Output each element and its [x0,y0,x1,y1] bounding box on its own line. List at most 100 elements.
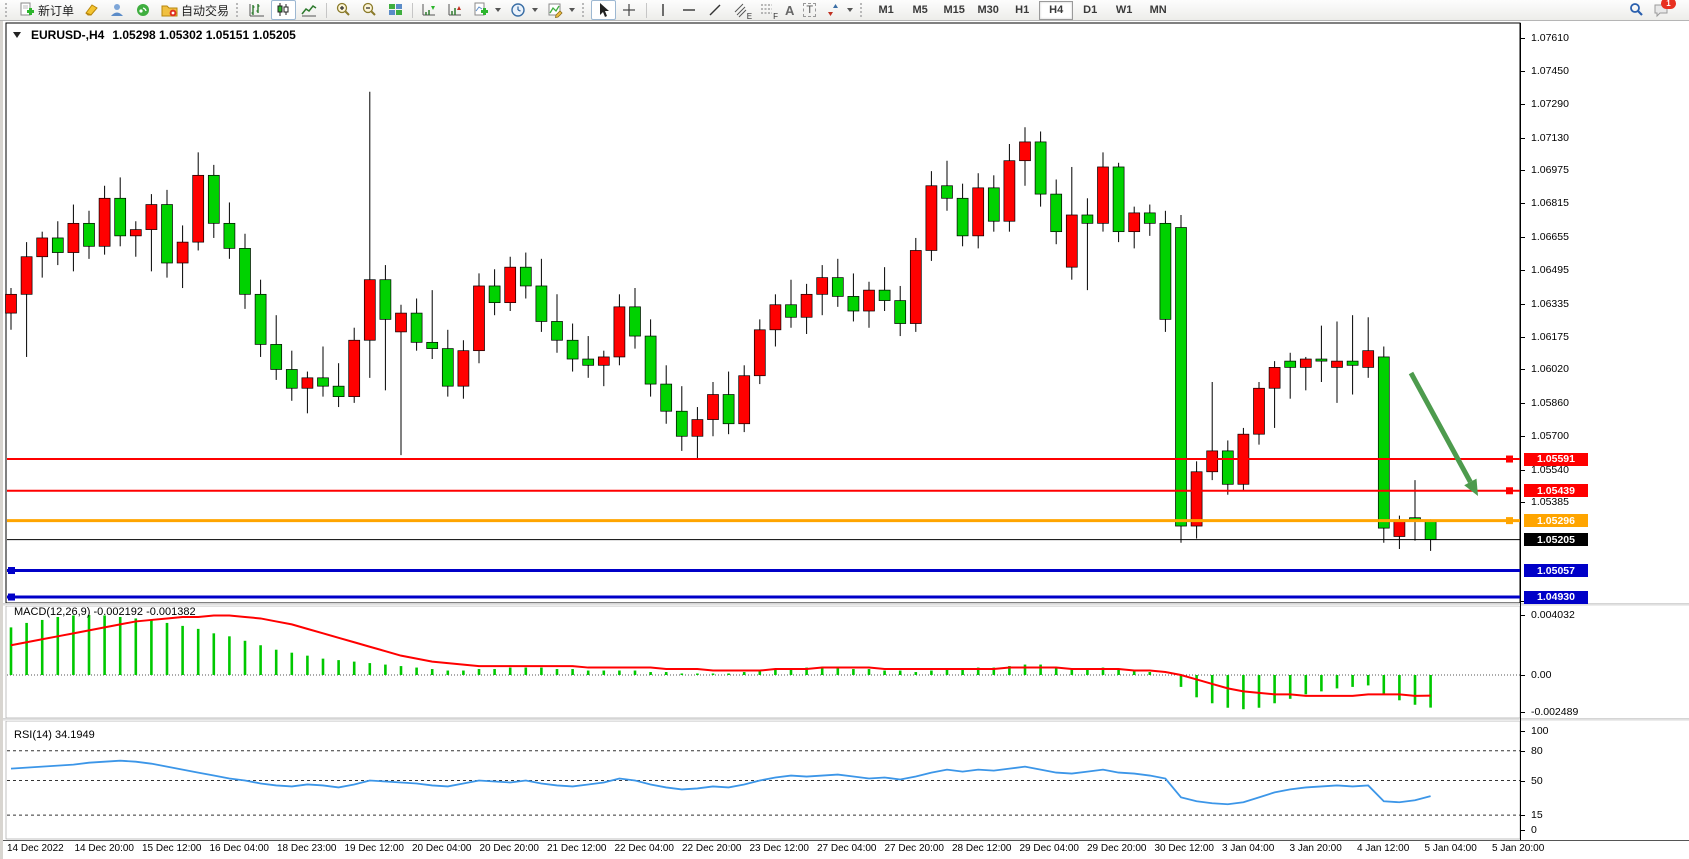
price-axis-label: 1.06335 [1531,297,1569,310]
line-chart-mode-button[interactable] [297,0,322,20]
candle [1315,358,1328,362]
candle [753,329,766,377]
axis-tick [1520,830,1525,831]
autotrade-button[interactable]: 自动交易 [157,0,233,20]
candle [1393,519,1406,537]
candle [1019,141,1031,162]
candle [1175,227,1187,527]
tf-button-D1[interactable]: D1 [1083,4,1098,16]
marker-icon [83,2,100,18]
tf-button-H4[interactable]: H4 [1039,0,1074,20]
candle [270,344,283,370]
zoom-in-button[interactable] [331,0,356,20]
axis-tick [1520,203,1525,205]
add-indicator-icon [473,2,490,18]
tf-button-M15[interactable]: M15 [943,4,965,16]
templates-button[interactable] [543,0,579,20]
tf-button-MN[interactable]: MN [1149,4,1167,16]
candle [1097,166,1109,224]
horizontal-line-tool-button[interactable] [677,0,702,20]
macd-scale-label: -0.002489 [1531,706,1579,719]
candle [519,266,532,287]
candle [67,222,80,253]
bar-chart-mode-button[interactable] [245,0,270,20]
pane-separator-rsi[interactable] [3,718,1689,721]
candle [410,312,423,343]
notification-badge: 1 [1661,0,1676,9]
candle [863,289,875,312]
time-axis-label: 22 Dec 04:00 [614,843,675,854]
fibo-letter: F [773,12,779,21]
candle [769,304,782,331]
vertical-line-tool-button[interactable] [651,0,676,20]
macd-scale-label: 0.00 [1531,669,1552,681]
text-tool-button[interactable]: A [781,0,798,20]
candle [1128,212,1141,233]
candle [1331,360,1343,368]
level-price-badge: 1.04930 [1524,590,1588,604]
price-axis-label: 1.05385 [1531,496,1569,509]
trendline-tool-button[interactable] [703,0,728,20]
candlestick-mode-button[interactable] [271,0,297,20]
tf-button-M30[interactable]: M30 [977,4,999,16]
crosshair-tool-button[interactable] [617,0,642,20]
candle [36,237,49,258]
notifications-icon[interactable]: 1 [1653,0,1676,18]
chart-collapse-icon[interactable] [13,32,21,38]
horizontal-line-icon [681,2,698,18]
cursor-tool-button[interactable] [591,0,617,20]
trend-arrow-annotation[interactable] [1408,371,1478,496]
arrows-tool-button[interactable] [821,0,857,20]
candle [785,304,797,318]
highlight-button[interactable] [79,0,104,20]
text-label-tool-button[interactable]: T [799,0,820,20]
indicator-window-button[interactable] [417,0,442,20]
tf-button-M5[interactable]: M5 [912,4,928,16]
candle [722,394,735,425]
axis-tick [1520,270,1525,272]
tf-button-H1[interactable]: H1 [1015,4,1030,16]
candle [831,277,844,297]
clock-icon [510,2,527,18]
candle [379,279,392,320]
toolbar-grip [236,3,242,17]
candle [660,383,673,412]
search-icon[interactable] [1628,2,1645,18]
zoom-out-icon [361,2,378,18]
tf-button-W1[interactable]: W1 [1115,4,1133,16]
candle [582,358,595,366]
axis-tick [1520,369,1525,371]
add-indicator-button[interactable] [469,0,505,20]
signals-button[interactable] [131,0,156,20]
zoom-in-icon [335,2,352,18]
axis-tick [1520,815,1525,817]
fibonacci-icon: F [759,2,779,21]
candle [473,285,485,352]
community-button[interactable] [105,0,130,20]
rsi-scale-label: 80 [1531,744,1543,757]
new-order-button[interactable]: 新订单 [14,0,78,20]
tf-button-M1[interactable]: M1 [878,4,894,16]
channel-letter: E [746,12,753,21]
zoom-out-button[interactable] [357,0,382,20]
candle [675,410,688,437]
candle [878,289,891,301]
main-pane[interactable] [5,22,1521,604]
macd-plot [7,614,1520,710]
pane-separator-macd[interactable] [3,603,1689,606]
candle [348,339,361,397]
channel-tool-button[interactable]: E [729,0,754,21]
chart-canvas[interactable] [3,21,1689,859]
candle [1034,141,1047,195]
macd-pane[interactable] [5,605,1521,719]
period-up-button[interactable] [443,0,468,20]
text-tool-icon: A [785,2,795,18]
toolbar-separator [646,2,648,18]
level-price-badge: 1.05591 [1524,452,1588,466]
axis-tick [1520,37,1525,39]
tile-windows-icon [387,2,404,18]
tile-windows-button[interactable] [383,0,408,20]
fibonacci-tool-button[interactable]: F [755,0,780,21]
periods-button[interactable] [506,0,542,20]
